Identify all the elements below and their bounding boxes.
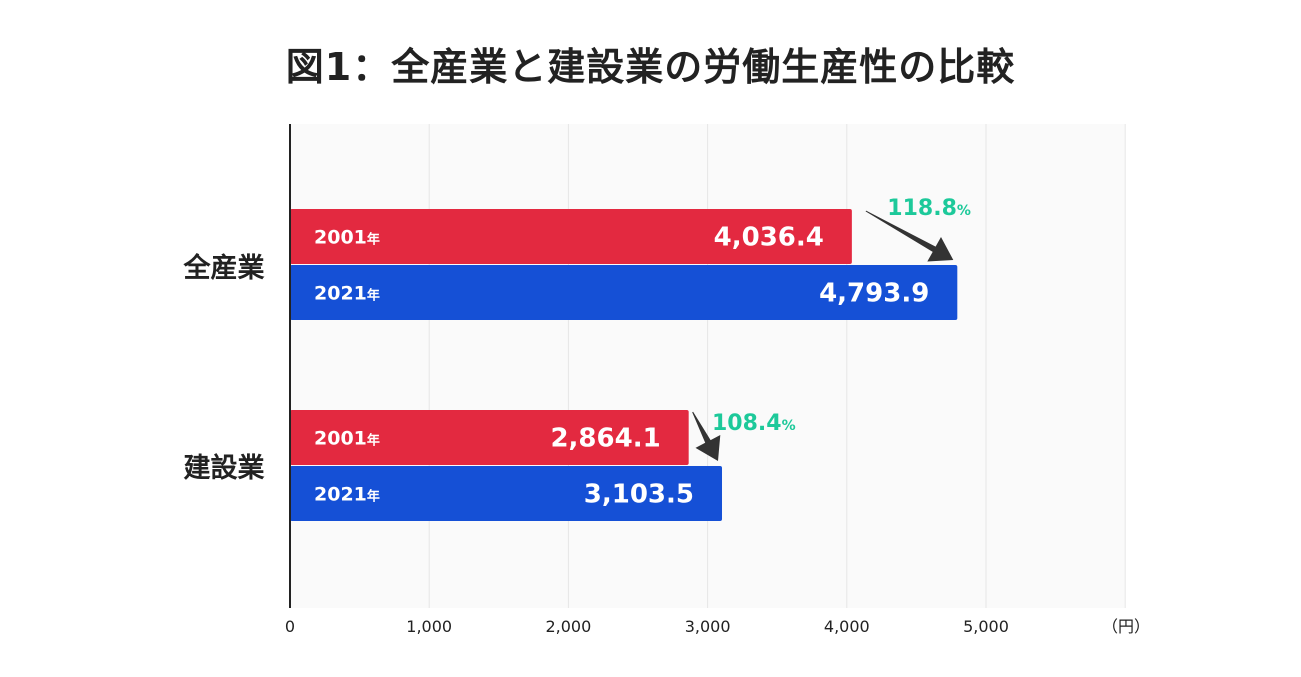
category-label: 全産業 [183, 252, 265, 284]
gridlines [428, 124, 1126, 608]
chart-title: 図1：全産業と建設業の労働生産性の比較 [285, 45, 1016, 89]
bar-value-label: 3,103.5 [584, 480, 694, 510]
arrows: 118.8% 108.4% [692, 196, 971, 461]
ratio-suffix: % [957, 203, 971, 219]
x-tick-labels: 0 1,000 2,000 3,000 4,000 5,000 [285, 617, 1009, 636]
bar [290, 410, 689, 465]
x-tick-label: 1,000 [406, 617, 452, 636]
bar-year-label: 2001年 [314, 428, 380, 450]
x-tick-label: 5,000 [963, 617, 1009, 636]
bar-year-suffix: 年 [367, 489, 380, 505]
category-label: 建設業 [184, 452, 265, 484]
bar-value-label: 4,036.4 [714, 223, 824, 253]
x-tick-label: 2,000 [545, 617, 591, 636]
bar [290, 466, 723, 521]
ratio-label: 118.8% [887, 196, 971, 221]
bar-year-label: 2021年 [314, 283, 380, 305]
change-arrow [865, 210, 954, 262]
bar-year-label: 2001年 [314, 227, 380, 249]
bar-value-label: 2,864.1 [550, 424, 660, 454]
bar-year-suffix: 年 [367, 433, 380, 449]
bar-year-suffix: 年 [367, 232, 380, 248]
bar-value-label: 4,793.9 [819, 279, 929, 309]
bars: 2001年 4,036.4 2021年 4,793.9 2001年 2,864.1 2021… [290, 209, 958, 521]
bar-year-label: 2021年 [314, 484, 380, 506]
bar [290, 265, 958, 320]
x-tick-label: 4,000 [824, 617, 870, 636]
ratio-suffix: % [782, 418, 796, 434]
bar-year-suffix: 年 [367, 288, 380, 304]
bar [290, 209, 852, 264]
unit-label: （円） [1102, 617, 1150, 636]
change-arrow [692, 411, 721, 461]
x-tick-label: 0 [285, 617, 295, 636]
ratio-label: 108.4% [712, 411, 796, 436]
x-tick-label: 3,000 [685, 617, 731, 636]
